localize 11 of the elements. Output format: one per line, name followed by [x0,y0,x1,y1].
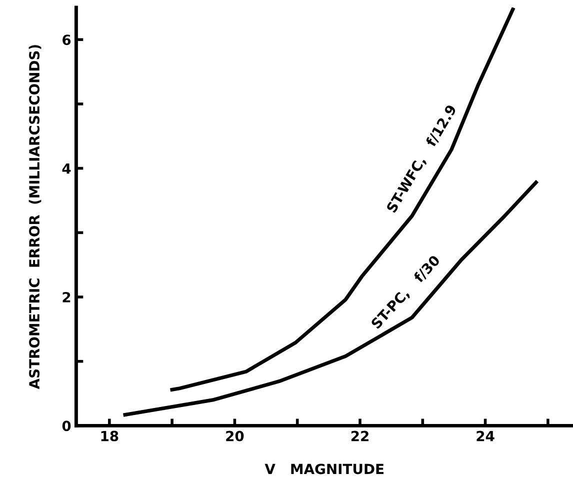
y-axis-title: ASTROMETRIC ERROR (MILLIARCSECONDS) [28,45,42,390]
line-series [170,8,515,392]
x-tick-label: 22 [351,430,368,442]
x-tick-label: 18 [101,430,118,442]
x-axis-title: V MAGNITUDE [264,464,384,474]
y-tick-label: 6 [62,34,71,46]
x-tick-label: 20 [226,430,244,442]
x-tick-label: 24 [476,430,494,442]
y-tick-label: 2 [62,292,70,302]
y-tick-label: 4 [62,163,71,174]
y-tick-label: 0 [62,420,71,432]
